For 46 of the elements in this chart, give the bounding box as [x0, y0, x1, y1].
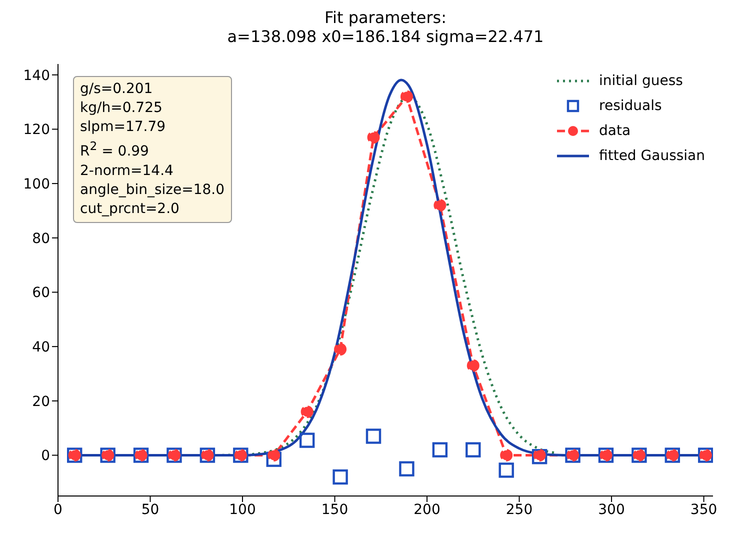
point: [500, 448, 513, 462]
x-tick-label: 350: [690, 502, 718, 518]
x-tick-label: 300: [598, 502, 625, 518]
point: [399, 461, 414, 476]
point: [268, 448, 280, 462]
point: [466, 442, 481, 458]
point: [533, 448, 546, 462]
y-tick-label: 120: [23, 122, 50, 138]
legend-label: data: [599, 122, 631, 138]
annotation: cut_prcnt=2.0: [80, 200, 180, 219]
y-tick-label: 20: [32, 394, 50, 410]
y-tick-label: 140: [23, 68, 50, 84]
y-tick-label: 60: [32, 285, 50, 302]
x-tick-label: 0: [54, 502, 62, 518]
legend-label: initial guess: [599, 72, 683, 88]
point: [434, 199, 446, 212]
y-tick-label: 80: [32, 230, 50, 247]
annotation: angle_bin_size=18.0: [80, 180, 225, 200]
annotation: g/s=0.201: [80, 80, 154, 99]
x-tick-label: 100: [229, 502, 256, 518]
x-tick-label: 50: [141, 502, 160, 518]
y-tick-label: 0: [41, 448, 50, 464]
legend-label: fitted Gaussian: [599, 148, 705, 164]
y-tick-label: 40: [32, 340, 50, 356]
annotation: R$^{2}$ = 0.99: [80, 138, 150, 162]
chart-title: Fit parameters: a=138.098 x0=186.184 sigma=22.471: [226, 8, 545, 46]
point: [498, 462, 514, 478]
point: [432, 442, 448, 458]
point: [367, 131, 380, 144]
point: [532, 449, 548, 464]
y-tick-label: 100: [23, 176, 50, 193]
point: [466, 359, 480, 372]
point: [300, 406, 314, 418]
point: [332, 469, 348, 485]
annotation: slpm=17.79: [80, 118, 167, 137]
point: [266, 452, 282, 467]
annotation: kg/h=0.725: [80, 99, 164, 118]
x-tick-label: 250: [506, 502, 533, 518]
point: [299, 432, 315, 448]
x-tick-label: 200: [414, 502, 440, 518]
annotation: 2-norm=14.4: [80, 162, 174, 181]
legend-label: residuals: [599, 98, 662, 114]
point: [366, 428, 382, 444]
x-tick-label: 150: [321, 502, 348, 518]
point: [400, 90, 413, 103]
point: [334, 343, 347, 356]
